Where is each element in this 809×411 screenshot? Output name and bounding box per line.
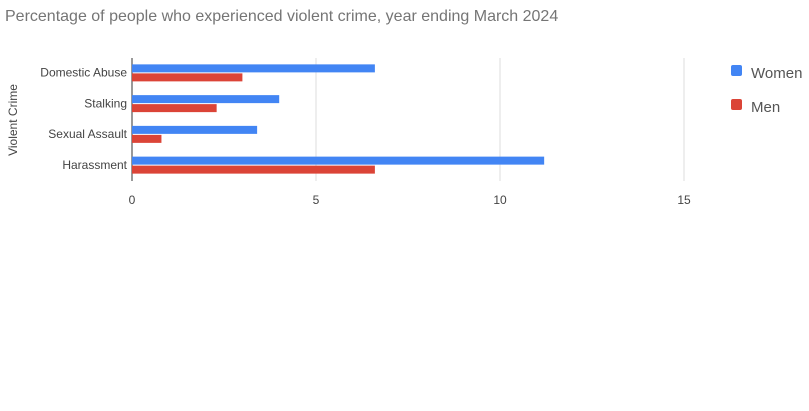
bar xyxy=(132,125,258,134)
bar xyxy=(132,104,217,113)
y-tick-label: Domestic Abuse xyxy=(40,66,127,80)
bar xyxy=(132,73,243,82)
bar xyxy=(132,64,375,73)
legend-swatch xyxy=(731,65,742,76)
x-tick-label: 5 xyxy=(313,193,320,207)
bar xyxy=(132,156,545,165)
bar xyxy=(132,165,375,174)
y-tick-label: Stalking xyxy=(84,96,127,110)
x-tick-label: 0 xyxy=(129,193,136,207)
bar xyxy=(132,134,162,143)
legend-label: Women xyxy=(751,65,802,82)
y-tick-label: Harassment xyxy=(62,158,127,172)
y-tick-label: Sexual Assault xyxy=(48,127,127,141)
legend-swatch xyxy=(731,99,742,110)
legend-label: Men xyxy=(751,99,780,116)
x-tick-label: 15 xyxy=(677,193,691,207)
y-axis-title: Violent Crime xyxy=(6,84,20,156)
x-tick-label: 10 xyxy=(493,193,507,207)
bar xyxy=(132,95,280,104)
chart-title: Percentage of people who experienced vio… xyxy=(5,8,558,25)
